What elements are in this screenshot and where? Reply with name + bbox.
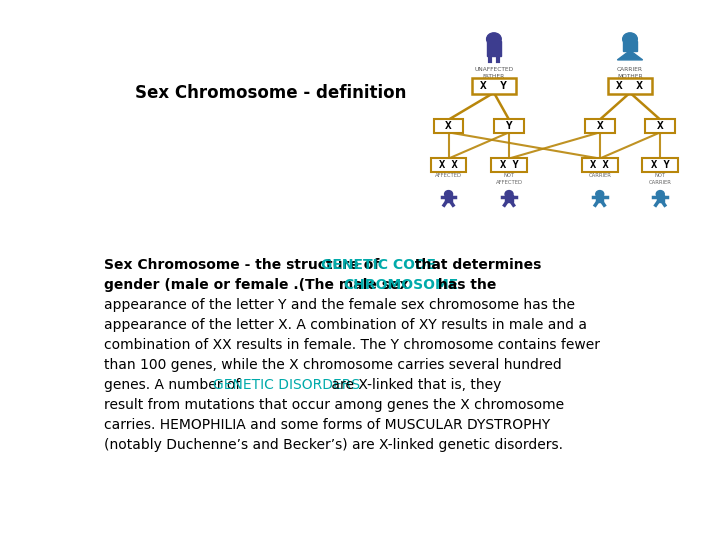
Text: that determines: that determines xyxy=(410,258,541,272)
FancyBboxPatch shape xyxy=(431,158,467,172)
FancyBboxPatch shape xyxy=(642,158,678,172)
Bar xyxy=(596,195,603,202)
Text: Sex Chromosome - the structure of: Sex Chromosome - the structure of xyxy=(104,258,384,272)
Text: GENETIC DISORDERS: GENETIC DISORDERS xyxy=(213,378,360,392)
Text: X X: X X xyxy=(439,160,458,170)
Bar xyxy=(445,195,452,202)
Circle shape xyxy=(444,191,453,198)
Text: MOTHER: MOTHER xyxy=(617,75,643,79)
Bar xyxy=(624,40,636,51)
Text: UNAFFECTED: UNAFFECTED xyxy=(474,66,513,71)
Circle shape xyxy=(656,191,665,198)
Circle shape xyxy=(505,191,513,198)
Text: (notably Duchenne’s and Becker’s) are X-linked genetic disorders.: (notably Duchenne’s and Becker’s) are X-… xyxy=(104,438,563,452)
Text: NOT
AFFECTED: NOT AFFECTED xyxy=(495,173,523,185)
FancyBboxPatch shape xyxy=(494,119,524,133)
Bar xyxy=(487,40,501,56)
Text: GENETIC CODE: GENETIC CODE xyxy=(321,258,436,272)
FancyBboxPatch shape xyxy=(582,158,618,172)
Bar xyxy=(657,195,664,202)
Text: gender (male or female .(The male sex: gender (male or female .(The male sex xyxy=(104,278,413,292)
FancyBboxPatch shape xyxy=(645,119,675,133)
Text: carries. HEMOPHILIA and some forms of MUSCULAR DYSTROPHY: carries. HEMOPHILIA and some forms of MU… xyxy=(104,418,550,432)
FancyBboxPatch shape xyxy=(433,119,464,133)
Circle shape xyxy=(595,191,604,198)
Circle shape xyxy=(623,33,637,45)
Text: X: X xyxy=(445,121,452,131)
Text: appearance of the letter X. A combination of XY results in male and a: appearance of the letter X. A combinatio… xyxy=(104,318,587,332)
Text: result from mutations that occur among genes the X chromosome: result from mutations that occur among g… xyxy=(104,398,564,412)
Circle shape xyxy=(487,33,501,45)
Text: NOT
CARRIER: NOT CARRIER xyxy=(649,173,672,185)
Text: than 100 genes, while the X chromosome carries several hundred: than 100 genes, while the X chromosome c… xyxy=(104,358,562,372)
Text: X: X xyxy=(596,121,603,131)
Text: appearance of the letter Y and the female sex chromosome has the: appearance of the letter Y and the femal… xyxy=(104,298,575,312)
Text: X Y: X Y xyxy=(500,160,518,170)
Text: combination of XX results in female. The Y chromosome contains fewer: combination of XX results in female. The… xyxy=(104,338,600,352)
Text: Y: Y xyxy=(505,121,513,131)
Bar xyxy=(505,195,513,202)
Text: X  Y: X Y xyxy=(480,81,508,91)
Text: X: X xyxy=(657,121,664,131)
FancyBboxPatch shape xyxy=(491,158,527,172)
Text: are X-linked that is, they: are X-linked that is, they xyxy=(327,378,501,392)
Text: has the: has the xyxy=(433,278,496,292)
Text: CARRIER: CARRIER xyxy=(588,173,611,178)
Text: genes. A number of: genes. A number of xyxy=(104,378,245,392)
FancyBboxPatch shape xyxy=(472,78,516,94)
Text: Sex Chromosome - definition: Sex Chromosome - definition xyxy=(135,84,406,102)
FancyBboxPatch shape xyxy=(608,78,652,94)
Polygon shape xyxy=(617,51,643,60)
Text: FATHER: FATHER xyxy=(483,75,505,79)
Text: AFFECTED: AFFECTED xyxy=(435,173,462,178)
Text: CHROMOSOME: CHROMOSOME xyxy=(343,278,459,292)
Text: X X: X X xyxy=(590,160,609,170)
Text: X Y: X Y xyxy=(651,160,670,170)
Text: CARRIER: CARRIER xyxy=(617,66,643,71)
FancyBboxPatch shape xyxy=(585,119,615,133)
Text: X  X: X X xyxy=(616,81,644,91)
